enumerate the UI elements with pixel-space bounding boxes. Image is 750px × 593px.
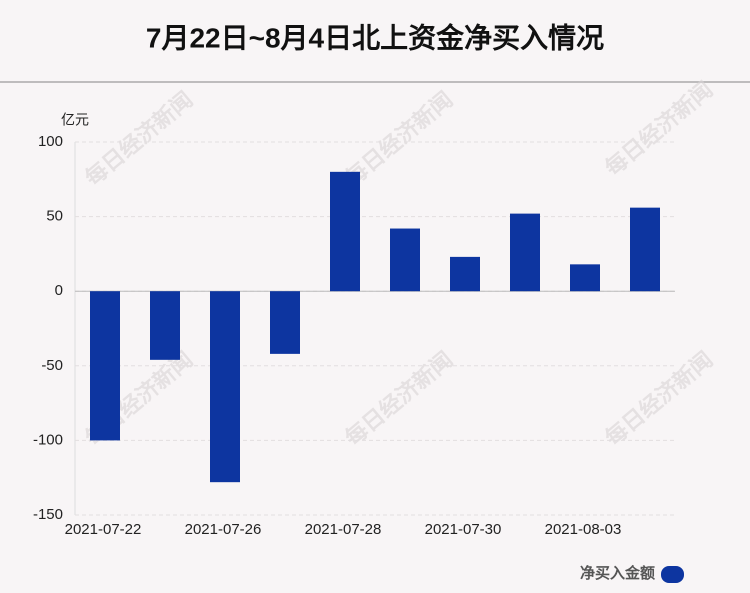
x-tick-label: 2021-07-22: [65, 521, 142, 538]
bar: [90, 291, 120, 441]
bar: [570, 264, 600, 292]
x-tick-label: 2021-07-28: [305, 521, 382, 538]
bar: [270, 291, 300, 354]
bar: [510, 213, 540, 292]
bar: [390, 228, 420, 292]
y-tick-label: -100: [33, 431, 63, 448]
bar: [630, 207, 660, 292]
bar: [450, 256, 480, 292]
y-tick-label: 0: [55, 282, 63, 299]
bar: [150, 291, 180, 360]
y-tick-label: 50: [46, 208, 63, 225]
y-tick-label: -50: [41, 357, 63, 374]
bar: [210, 291, 240, 483]
chart-title: 7月22日~8月4日北上资金净买入情况: [146, 21, 604, 53]
legend-swatch: [661, 566, 684, 583]
x-tick-label: 2021-07-26: [185, 521, 262, 538]
y-tick-label: -150: [33, 506, 63, 523]
y-unit: 亿元: [61, 112, 89, 128]
legend-label: 净买入金额: [580, 564, 655, 582]
x-tick-label: 2021-07-30: [425, 521, 502, 538]
bar: [330, 171, 360, 292]
y-tick-label: 100: [38, 133, 63, 150]
x-tick-label: 2021-08-03: [545, 521, 622, 538]
